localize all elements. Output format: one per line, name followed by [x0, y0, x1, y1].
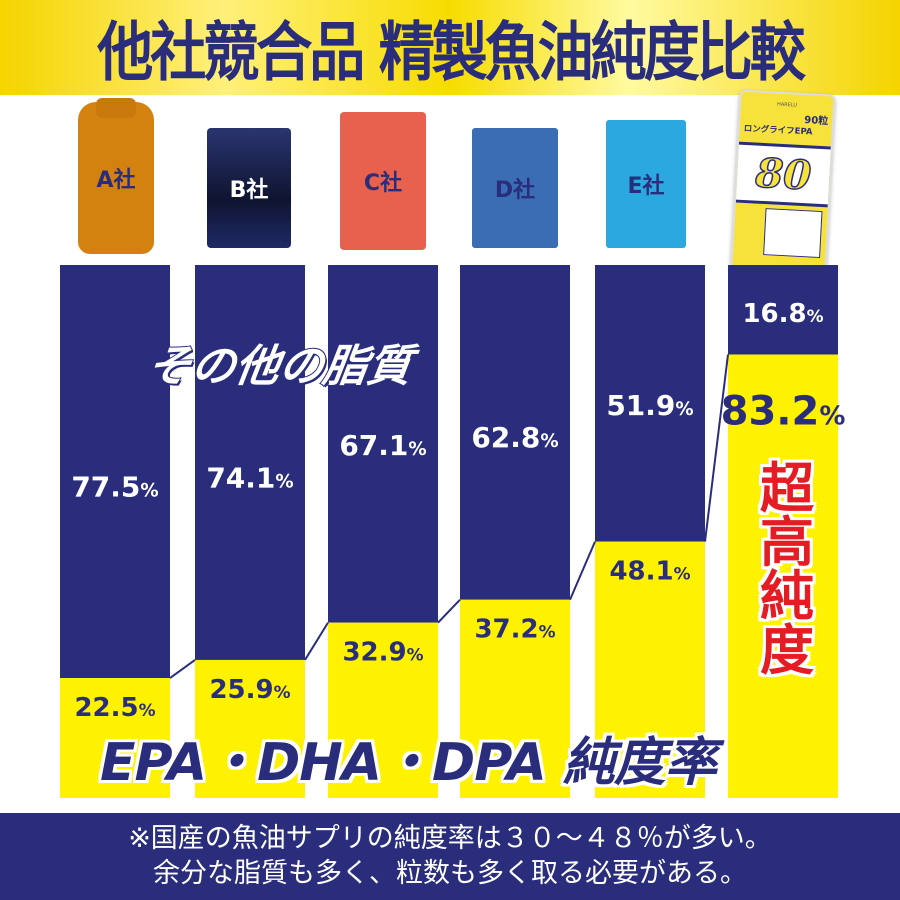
purity-value-label: 22.5% [74, 693, 155, 723]
other-lipids-value-label: 16.8% [742, 299, 823, 329]
other-lipids-value-label: 77.5% [71, 471, 158, 504]
product-b-pouch: B社 [207, 128, 291, 248]
purity-value-label: 25.9% [209, 675, 290, 705]
bar-purity [60, 678, 170, 798]
other-lipids-label: その他の脂質 [143, 340, 416, 393]
connector-line [169, 659, 196, 679]
bar-other-lipids [595, 265, 705, 542]
purity-value-label: 48.1% [609, 557, 690, 587]
purity-value-label: 37.2% [474, 615, 555, 645]
bar-purity [195, 659, 305, 798]
footer-line-2: 余分な脂質も多く、粒数も多く取る必要がある。 [153, 858, 747, 889]
category-label: E社 [627, 174, 665, 199]
category-label: D社 [494, 178, 536, 203]
bar-other-lipids [728, 265, 838, 355]
bar-purity [460, 599, 570, 798]
purity-value-label: 83.2% [721, 389, 846, 435]
bar-other-lipids [195, 265, 305, 660]
category-label: C社 [363, 171, 403, 196]
footer-note: ※国産の魚油サプリの純度率は３０〜４８％が多い。 余分な脂質も多く、粒数も多く取… [0, 813, 900, 900]
other-lipids-value-label: 74.1% [206, 461, 293, 494]
bar-purity [595, 541, 705, 798]
category-label: A社 [96, 168, 136, 193]
product-d-pouch: D社 [472, 128, 558, 248]
product-a-bottle: A社 [78, 98, 154, 254]
bar-other-lipids [60, 265, 170, 679]
connector-line [569, 541, 596, 601]
ultra-purity-label: 超高純度 [760, 457, 814, 682]
category-label: B社 [229, 178, 269, 203]
product-c-pouch: C社 [340, 112, 426, 250]
product-e-pouch: E社 [606, 120, 686, 248]
other-lipids-value-label: 67.1% [339, 429, 426, 462]
bar-purity [728, 354, 838, 798]
other-lipids-value-label: 62.8% [471, 421, 558, 454]
bar-purity [328, 622, 438, 798]
connector-line [437, 599, 461, 624]
footer-line-1: ※国産の魚油サプリの純度率は３０〜４８％が多い。 [128, 823, 772, 854]
purity-value-label: 32.9% [342, 638, 423, 668]
other-lipids-value-label: 51.9% [606, 389, 693, 422]
bar-other-lipids [460, 265, 570, 600]
connector-line [704, 354, 729, 542]
purity-label: EPA・DHA・DPA 純度率 [100, 733, 717, 793]
page-title: 他社競合品 精製魚油純度比較 [97, 15, 805, 91]
connector-line [304, 622, 329, 661]
header-banner: 他社競合品 精製魚油純度比較 [0, 0, 900, 95]
bar-other-lipids [328, 265, 438, 623]
